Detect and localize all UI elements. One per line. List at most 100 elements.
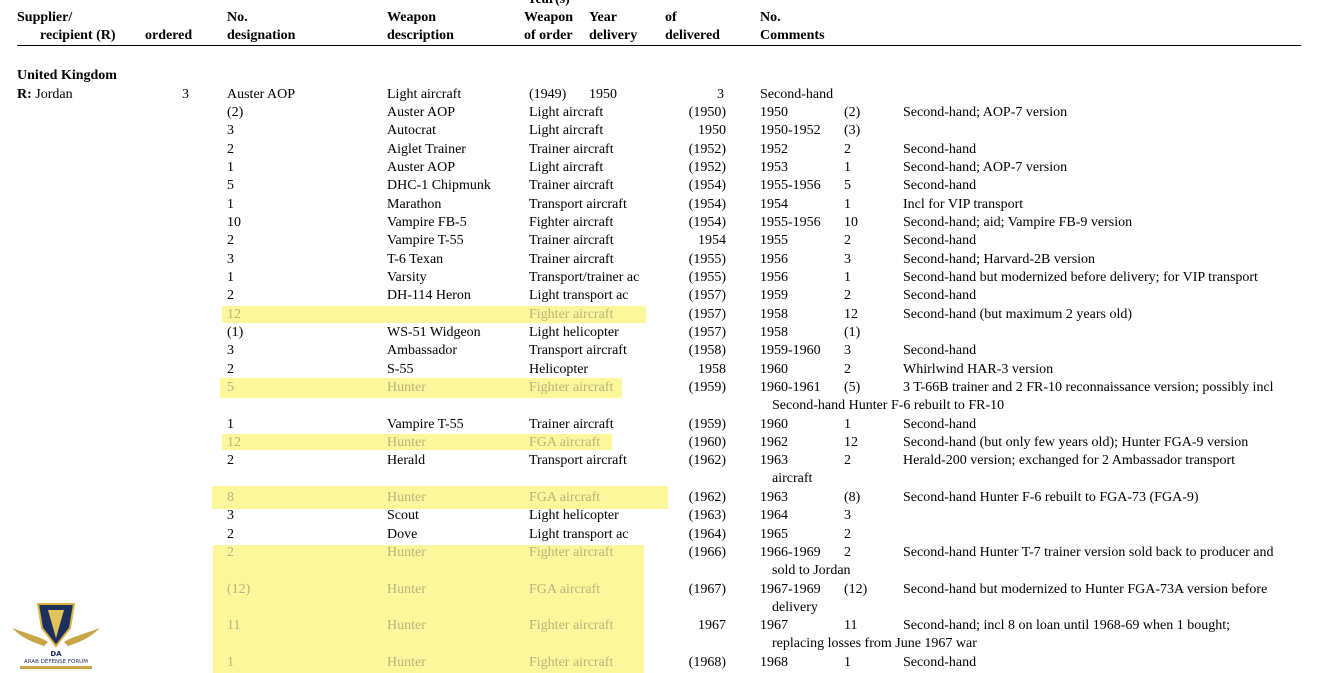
- cell-comments: Second-hand (but only few years old); Hu…: [903, 435, 1249, 450]
- cell-description: Light aircraft: [387, 87, 462, 102]
- cell-order-year: (1954): [688, 178, 726, 193]
- cell-description: Trainer aircraft: [529, 233, 614, 248]
- cell-delivered: 12: [844, 435, 858, 450]
- cell-delivered: 3: [844, 252, 851, 267]
- cell-ordered: 3: [182, 87, 189, 102]
- cell-order-year: (1967): [688, 582, 726, 597]
- cell-description: Transport/trainer ac: [529, 270, 640, 285]
- header-delivered: delivered: [665, 28, 720, 43]
- cell-ordered: 12: [227, 435, 241, 450]
- cell-designation: WS-51 Widgeon: [387, 325, 481, 340]
- cell-delivery: 1954: [760, 197, 788, 212]
- cell-description: Light helicopter: [529, 508, 619, 523]
- cell-description: Light aircraft: [529, 160, 604, 175]
- cell-ordered: 1: [227, 655, 234, 670]
- cell-description: Light aircraft: [529, 105, 604, 120]
- cell-delivery: 1963: [760, 453, 788, 468]
- cell-order-year: (1959): [688, 380, 726, 395]
- cell-delivery: 1952: [760, 142, 788, 157]
- header-delivery: delivery: [589, 28, 638, 43]
- cell-delivered: 3: [717, 87, 724, 102]
- cell-order-year: (1957): [688, 325, 726, 340]
- cell-delivered: 3: [844, 508, 851, 523]
- cell-comments-continued: Second-hand Hunter F-6 rebuilt to FR-10: [772, 398, 1005, 413]
- cell-comments: Herald-200 version; exchanged for 2 Amba…: [903, 453, 1236, 468]
- cell-designation: Hunter: [387, 582, 426, 597]
- cell-ordered: 3: [227, 252, 234, 267]
- cell-delivered: 1: [844, 655, 851, 670]
- cell-order-year: (1952): [688, 142, 726, 157]
- cell-delivered: 2: [844, 288, 851, 303]
- cell-description: Fighter aircraft: [529, 380, 614, 395]
- cell-order-year: (1962): [688, 453, 726, 468]
- cell-designation: Hunter: [387, 435, 426, 450]
- cell-comments: Second-hand Hunter T-7 trainer version s…: [903, 545, 1274, 560]
- cell-ordered: 2: [227, 453, 234, 468]
- cell-delivery: 1964: [760, 508, 788, 523]
- cell-description: Light aircraft: [529, 123, 604, 138]
- cell-delivery: 1959-1960: [760, 343, 821, 358]
- cell-order-year: (1955): [688, 270, 726, 285]
- cell-designation: Dove: [387, 527, 418, 542]
- cell-ordered: 2: [227, 527, 234, 542]
- cell-delivered: (2): [844, 105, 861, 120]
- cell-designation: Vampire FB-5: [387, 215, 467, 230]
- cell-ordered: (12): [227, 582, 251, 597]
- cell-designation: Vampire T-55: [387, 417, 464, 432]
- cell-delivery: 1963: [760, 490, 788, 505]
- highlight-row-13: [222, 306, 646, 323]
- cell-designation: Vampire T-55: [387, 233, 464, 248]
- cell-comments: Second-hand; Harvard-2B version: [903, 252, 1096, 267]
- cell-delivered: (5): [844, 380, 861, 395]
- cell-comments: Second-hand; incl 8 on loan until 1968-6…: [903, 618, 1231, 633]
- highlight-block-24-27: [213, 545, 644, 673]
- cell-ordered: 1: [227, 417, 234, 432]
- cell-order-year: (1955): [688, 252, 726, 267]
- highlight-row-19: [222, 434, 612, 450]
- header-no2: No.: [760, 10, 781, 25]
- logo-initials: DA: [50, 650, 62, 658]
- cell-delivered: 5: [844, 178, 851, 193]
- logo-title: ARAB DEFENSE FORUM: [24, 659, 88, 665]
- cell-ordered: 3: [227, 343, 234, 358]
- cell-order-year: (1952): [688, 160, 726, 175]
- cell-delivered: 2: [844, 362, 851, 377]
- cell-description: Fighter aircraft: [529, 618, 614, 633]
- cell-delivered: 11: [844, 618, 858, 633]
- cell-description: Fighter aircraft: [529, 307, 614, 322]
- header-weapon-of-order-2: of order: [524, 28, 573, 43]
- cell-designation: S-55: [387, 362, 414, 377]
- cell-delivered: 2: [844, 545, 851, 560]
- cell-designation: T-6 Texan: [387, 252, 444, 267]
- cell-order-year: (1954): [688, 215, 726, 230]
- recipient-name: Jordan: [35, 87, 73, 102]
- cell-description: FGA aircraft: [529, 435, 601, 450]
- cell-delivery: 1950-1952: [760, 123, 821, 138]
- cell-description: Light transport ac: [529, 288, 629, 303]
- cell-ordered: 3: [227, 123, 234, 138]
- header-divider: [17, 45, 1301, 46]
- cell-order-year: (1954): [688, 197, 726, 212]
- cell-designation: Scout: [387, 508, 419, 523]
- cell-description: Light helicopter: [529, 325, 619, 340]
- cell-ordered: 2: [227, 233, 234, 248]
- cell-delivered: 1: [844, 417, 851, 432]
- cell-order-year: (1968): [688, 655, 726, 670]
- header-weapon-of-order-1: Weapon: [524, 10, 574, 25]
- cell-ordered: 5: [227, 380, 234, 395]
- cell-order-year: (1963): [688, 508, 726, 523]
- cell-order-year: (1958): [688, 343, 726, 358]
- cell-delivery: 1968: [760, 655, 788, 670]
- cell-designation: DH-114 Heron: [387, 288, 471, 303]
- highlight-row-17: [220, 378, 622, 398]
- cell-designation: Ambassador: [387, 343, 457, 358]
- cell-delivery: 1950: [589, 87, 617, 102]
- cell-delivered: 2: [844, 233, 851, 248]
- cell-description: Light transport ac: [529, 527, 629, 542]
- cell-comments: Second-hand Hunter F-6 rebuilt to FGA-73…: [903, 490, 1199, 505]
- header-comments: Comments: [760, 28, 825, 43]
- cell-ordered: 12: [227, 307, 241, 322]
- logo-wings-icon: [12, 628, 100, 646]
- cell-order-year: 1967: [698, 618, 726, 633]
- cell-ordered: 8: [227, 490, 234, 505]
